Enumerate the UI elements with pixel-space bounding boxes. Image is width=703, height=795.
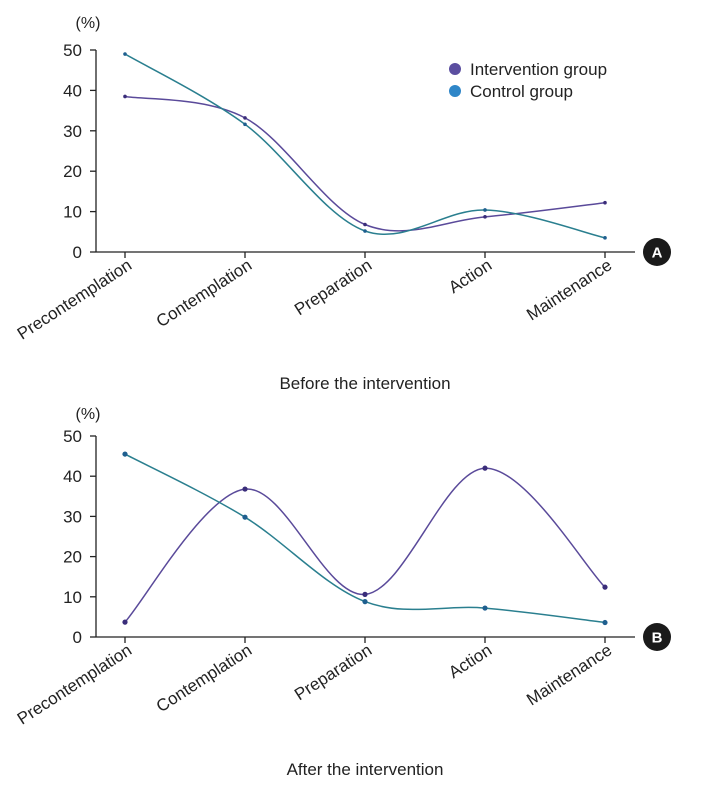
legend-label-control: Control group (470, 82, 573, 101)
data-point-control (242, 514, 248, 520)
panel-caption: Before the intervention (279, 374, 450, 393)
data-point-control (363, 229, 367, 233)
data-point-control (243, 122, 247, 127)
data-point-intervention (243, 116, 247, 120)
data-point-control (362, 599, 368, 605)
y-tick-label: 30 (63, 507, 82, 526)
y-tick-label: 50 (63, 427, 82, 446)
series-line-intervention (124, 95, 606, 232)
y-tick-label: 40 (63, 81, 82, 100)
x-category-label: Maintenance (523, 255, 615, 324)
data-point-intervention (602, 584, 608, 590)
panel-caption: After the intervention (287, 760, 444, 779)
data-point-intervention (483, 215, 487, 219)
x-category-label: Maintenance (523, 640, 615, 709)
data-point-intervention (242, 486, 248, 492)
chart-panel-b: 0 10 20 30 40 50 (%) Precontemplation Contemplat… (14, 406, 671, 779)
series-line-control (124, 453, 606, 624)
data-point-control (483, 208, 487, 212)
y-axis-unit-label: (%) (76, 406, 101, 423)
data-point-control (602, 619, 608, 626)
y-tick-label: 20 (63, 548, 82, 567)
y-tick-label: 0 (73, 628, 82, 647)
y-tick-label: 10 (63, 588, 82, 607)
y-tick-label: 20 (63, 162, 82, 181)
data-point-control (123, 52, 127, 56)
data-point-control (122, 451, 128, 457)
data-point-intervention (123, 94, 127, 99)
x-category-label: Contemplation (153, 255, 255, 331)
data-point-intervention (122, 619, 128, 625)
x-category-label: Action (445, 255, 495, 297)
data-point-intervention (362, 591, 368, 597)
y-tick-label: 10 (63, 203, 82, 222)
legend: Intervention group Control group (449, 60, 607, 101)
x-category-label: Contemplation (153, 640, 255, 716)
y-tick-label: 30 (63, 122, 82, 141)
data-point-intervention (363, 222, 367, 227)
data-point-control (603, 236, 607, 240)
x-category-label: Action (445, 640, 495, 682)
data-point-control (482, 605, 488, 611)
x-category-label: Preparation (291, 640, 375, 704)
y-axis-unit-label: (%) (76, 15, 101, 32)
panel-badge (643, 623, 671, 651)
y-tick-label: 0 (73, 243, 82, 262)
legend-marker-control (449, 85, 461, 97)
x-category-label: Precontemplation (14, 640, 135, 728)
x-category-label: Preparation (291, 255, 375, 319)
panel-badge-label: A (652, 245, 663, 262)
data-point-intervention (482, 465, 488, 471)
data-point-intervention (603, 200, 607, 205)
panel-badge-label: B (652, 630, 663, 647)
y-tick-label: 40 (63, 467, 82, 486)
y-tick-label: 50 (63, 41, 82, 60)
legend-label-intervention: Intervention group (470, 60, 607, 79)
panel-badge (643, 238, 671, 266)
x-category-label: Precontemplation (14, 255, 135, 343)
legend-marker-intervention (449, 63, 461, 75)
